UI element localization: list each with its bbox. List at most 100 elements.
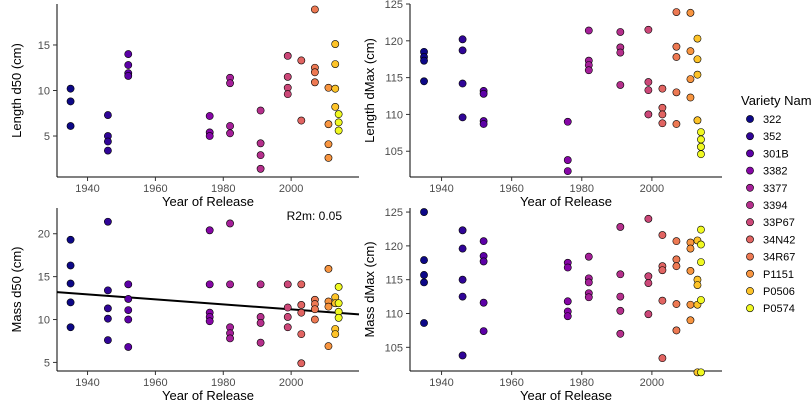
legend-entry: 33P67 bbox=[746, 217, 795, 229]
data-point bbox=[458, 351, 467, 360]
legend-label: P0574 bbox=[763, 303, 795, 315]
data-point bbox=[310, 78, 319, 87]
data-point bbox=[256, 139, 265, 148]
x-tick-label: 1940 bbox=[75, 183, 99, 195]
data-point bbox=[644, 110, 653, 119]
legend-label: 3382 bbox=[763, 166, 787, 178]
legend-entry: 3377 bbox=[746, 183, 787, 195]
data-point bbox=[297, 56, 306, 65]
data-point bbox=[324, 302, 333, 311]
data-point bbox=[283, 313, 292, 321]
data-point bbox=[256, 151, 265, 160]
panel-2: 1940 1960 1980 2000 105 110 115 120 125 Year of R… bbox=[362, 0, 722, 209]
data-point bbox=[686, 267, 695, 275]
legend-entry: 34R67 bbox=[746, 252, 795, 264]
data-point bbox=[697, 150, 705, 159]
data-point bbox=[226, 219, 234, 228]
x-axis-title: Year of Release bbox=[520, 388, 612, 401]
data-point bbox=[103, 286, 112, 295]
panel-3: 1940 1960 1980 2000 5 10 15 20 Year of Release Ma… bbox=[9, 208, 360, 403]
x-tick-label: 1980 bbox=[211, 377, 235, 389]
y-tick-label: 125 bbox=[385, 0, 403, 11]
y-tick-label: 110 bbox=[385, 309, 403, 321]
data-point bbox=[256, 164, 265, 173]
data-point bbox=[658, 103, 667, 112]
data-point bbox=[479, 120, 488, 128]
data-point bbox=[658, 110, 667, 119]
y-tick-label: 20 bbox=[38, 229, 50, 241]
data-point bbox=[205, 112, 214, 120]
data-point bbox=[616, 81, 625, 89]
data-point bbox=[256, 319, 265, 327]
y-axis-title: Length d50 (cm) bbox=[9, 43, 24, 138]
y-tick-label: 15 bbox=[38, 272, 50, 284]
data-point bbox=[616, 48, 625, 57]
data-point bbox=[458, 46, 467, 55]
data-point bbox=[124, 343, 133, 351]
data-point bbox=[297, 330, 306, 339]
data-point bbox=[331, 84, 340, 93]
data-point bbox=[616, 28, 625, 36]
legend-entry: 352 bbox=[746, 131, 781, 143]
legend-swatch bbox=[746, 132, 754, 141]
data-point bbox=[226, 79, 234, 88]
data-point bbox=[310, 315, 319, 324]
data-point bbox=[324, 342, 333, 351]
data-point bbox=[66, 279, 75, 288]
y-axis-title: Mass dMax (cm) bbox=[362, 241, 377, 337]
data-point bbox=[331, 102, 340, 111]
data-point bbox=[226, 280, 234, 289]
data-point bbox=[563, 263, 572, 272]
data-point bbox=[697, 240, 705, 249]
data-point bbox=[644, 279, 653, 287]
data-point bbox=[479, 298, 488, 307]
data-point bbox=[479, 237, 488, 246]
data-point bbox=[616, 292, 625, 301]
data-point bbox=[324, 153, 333, 162]
data-point bbox=[66, 235, 75, 244]
data-point bbox=[283, 323, 292, 332]
data-point bbox=[693, 116, 702, 125]
data-point bbox=[226, 334, 234, 343]
legend-entry: P0574 bbox=[746, 303, 795, 315]
legend-entry: 3394 bbox=[746, 200, 787, 212]
data-point bbox=[420, 56, 428, 65]
data-point bbox=[697, 258, 705, 267]
data-point bbox=[458, 79, 467, 88]
data-point bbox=[283, 280, 292, 289]
panel-1: 1940 1960 1980 2000 5 10 15 Year of Release Leng… bbox=[9, 4, 359, 209]
data-point bbox=[672, 120, 681, 128]
legend-swatch bbox=[746, 115, 754, 123]
panel-4: 1940 1960 1980 2000 105 110 115 120 125 Year of R… bbox=[362, 207, 722, 403]
data-point bbox=[310, 305, 319, 314]
data-point bbox=[563, 297, 572, 306]
data-point bbox=[324, 140, 333, 149]
data-point bbox=[66, 122, 75, 130]
x-tick-label: 1960 bbox=[499, 377, 523, 389]
x-tick-label: 1940 bbox=[75, 377, 99, 389]
data-point bbox=[672, 255, 681, 264]
y-tick-label: 105 bbox=[385, 146, 403, 158]
legend-swatch bbox=[746, 183, 754, 192]
data-point bbox=[334, 126, 343, 135]
legend-swatch bbox=[746, 252, 754, 261]
data-point bbox=[693, 55, 702, 64]
data-point bbox=[297, 359, 306, 368]
data-point bbox=[644, 310, 653, 319]
data-point bbox=[479, 257, 488, 266]
legend-label: 301B bbox=[763, 148, 789, 160]
data-point bbox=[616, 223, 625, 231]
data-point bbox=[420, 271, 428, 279]
data-point bbox=[331, 40, 340, 48]
y-tick-label: 115 bbox=[385, 275, 403, 287]
y-tick-label: 5 bbox=[44, 357, 50, 369]
data-point bbox=[686, 75, 695, 83]
data-point bbox=[658, 119, 667, 128]
data-point bbox=[584, 26, 593, 35]
data-point bbox=[420, 256, 428, 264]
legend-entries: 322 352 301B 3382 3377 3394 33P67 34N42 34R67 P11… bbox=[746, 114, 795, 315]
data-point bbox=[124, 72, 133, 80]
data-point bbox=[458, 244, 467, 253]
data-point bbox=[420, 208, 428, 216]
